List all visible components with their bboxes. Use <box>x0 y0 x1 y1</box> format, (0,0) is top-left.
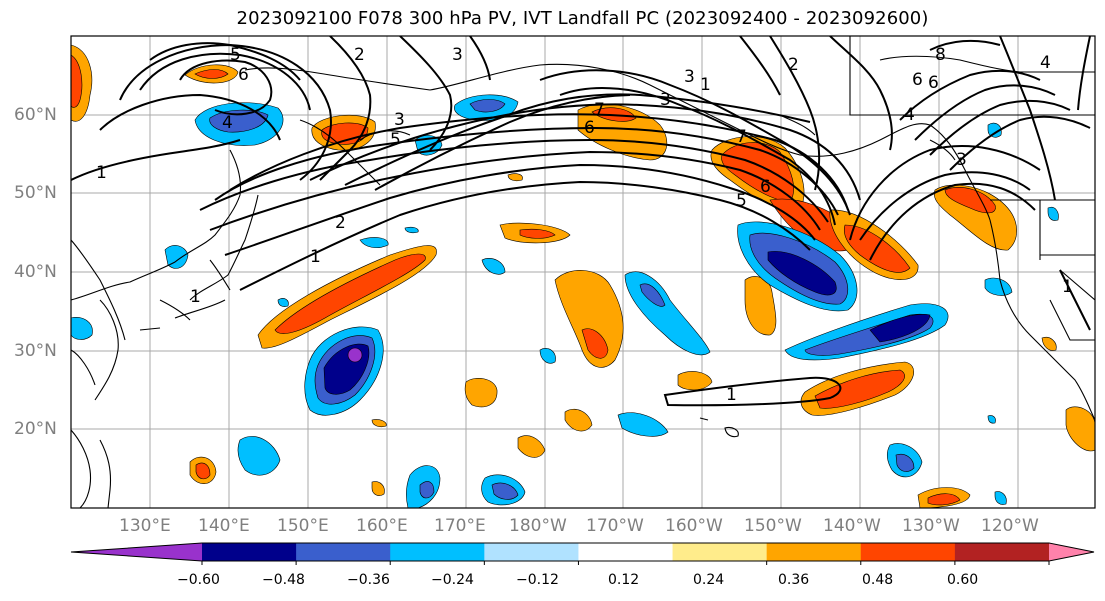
colorbar-ticks <box>201 561 1050 565</box>
contour-label: 4 <box>904 105 915 125</box>
contour-label: 6 <box>238 65 249 85</box>
contour-label: 6 <box>912 70 923 90</box>
lat-label: 50°N <box>14 183 57 203</box>
colorbar-outline <box>70 542 1095 562</box>
lon-label: 170°E <box>434 516 486 536</box>
colorbar-tick-label: 0.60 <box>947 572 979 588</box>
lon-label: 130°W <box>902 516 960 536</box>
colorbar-cell <box>484 543 579 561</box>
contour-label: 6 <box>584 118 595 138</box>
positive-ivt-anomalies <box>71 44 1095 508</box>
contour-label: 5 <box>230 45 241 65</box>
colorbar-cell <box>578 543 674 561</box>
lat-label: 60°N <box>14 105 57 125</box>
contour-label: 2 <box>335 213 346 233</box>
contour-label: 1 <box>1062 277 1073 297</box>
contour-label: 7 <box>736 127 747 147</box>
lon-label: 140°E <box>198 516 250 536</box>
colorbar-tick-label: −0.12 <box>516 572 559 588</box>
colorbar <box>70 542 1095 565</box>
lon-label: 150°W <box>744 516 802 536</box>
contour-label: 8 <box>935 45 946 65</box>
colorbar-extend-high <box>1049 543 1094 561</box>
colorbar-cell <box>766 543 862 561</box>
lat-label: 40°N <box>14 262 57 282</box>
colorbar-cell <box>954 543 1050 561</box>
negative-ivt-anomalies <box>71 94 1059 508</box>
lat-label: 20°N <box>14 419 57 439</box>
lon-label: 160°E <box>356 516 408 536</box>
contour-label: 5 <box>736 191 747 211</box>
contour-label: 5 <box>390 130 401 150</box>
contour-label: 1 <box>190 287 201 307</box>
colorbar-tick-label: 0.24 <box>693 572 725 588</box>
contour-label: 1 <box>726 385 737 405</box>
colorbar-cell <box>672 543 768 561</box>
colorbar-cell <box>296 543 391 561</box>
colorbar-tick-label: 0.12 <box>608 572 640 588</box>
contour-label: 2 <box>354 45 365 65</box>
colorbar-tick-label: −0.48 <box>262 572 305 588</box>
contour-label: 3 <box>394 110 405 130</box>
map-title: 2023092100 F078 300 hPa PV, IVT Landfall… <box>236 8 929 29</box>
contour-label: 3 <box>660 90 671 110</box>
colorbar-cell <box>390 543 485 561</box>
lat-label: 30°N <box>14 341 57 361</box>
colorbar-cell <box>202 543 297 561</box>
colorbar-tick-label: −0.60 <box>177 572 220 588</box>
contour-label: 2 <box>788 55 799 75</box>
lon-label: 150°E <box>277 516 329 536</box>
colorbar-tick-label: 0.36 <box>778 572 810 588</box>
map-frame <box>70 35 1096 509</box>
lon-label: 130°E <box>119 516 171 536</box>
contour-label: 4 <box>1040 53 1051 73</box>
colorbar-cell <box>860 543 956 561</box>
colorbar-extend-low <box>71 543 202 561</box>
colorbar-tick-label: 0.48 <box>862 572 894 588</box>
contour-label: 6 <box>760 177 771 197</box>
contour-label-group: 5 6 4 3 2 1 7 6 3 5 1 2 1 2 1 6 7 5 6 4 … <box>96 45 1073 405</box>
contour-label: 3 <box>956 150 967 170</box>
pv-contours <box>71 36 1091 407</box>
colorbar-tick-label: −0.24 <box>431 572 474 588</box>
contour-label: 3 <box>684 67 695 87</box>
contour-label: 6 <box>928 73 939 93</box>
colorbar-tick-label: −0.36 <box>347 572 390 588</box>
contour-label: 1 <box>96 163 107 183</box>
lon-label: 170°W <box>586 516 644 536</box>
colorbar-cells <box>71 543 1094 561</box>
contour-label: 4 <box>222 113 233 133</box>
contour-label: 1 <box>700 75 711 95</box>
contour-label: 7 <box>594 100 605 120</box>
lon-label: 180°W <box>509 516 567 536</box>
contour-label: 3 <box>452 45 463 65</box>
lon-label: 160°W <box>665 516 723 536</box>
lon-label: 120°W <box>981 516 1039 536</box>
lon-label: 140°W <box>823 516 881 536</box>
contour-label: 1 <box>310 247 321 267</box>
